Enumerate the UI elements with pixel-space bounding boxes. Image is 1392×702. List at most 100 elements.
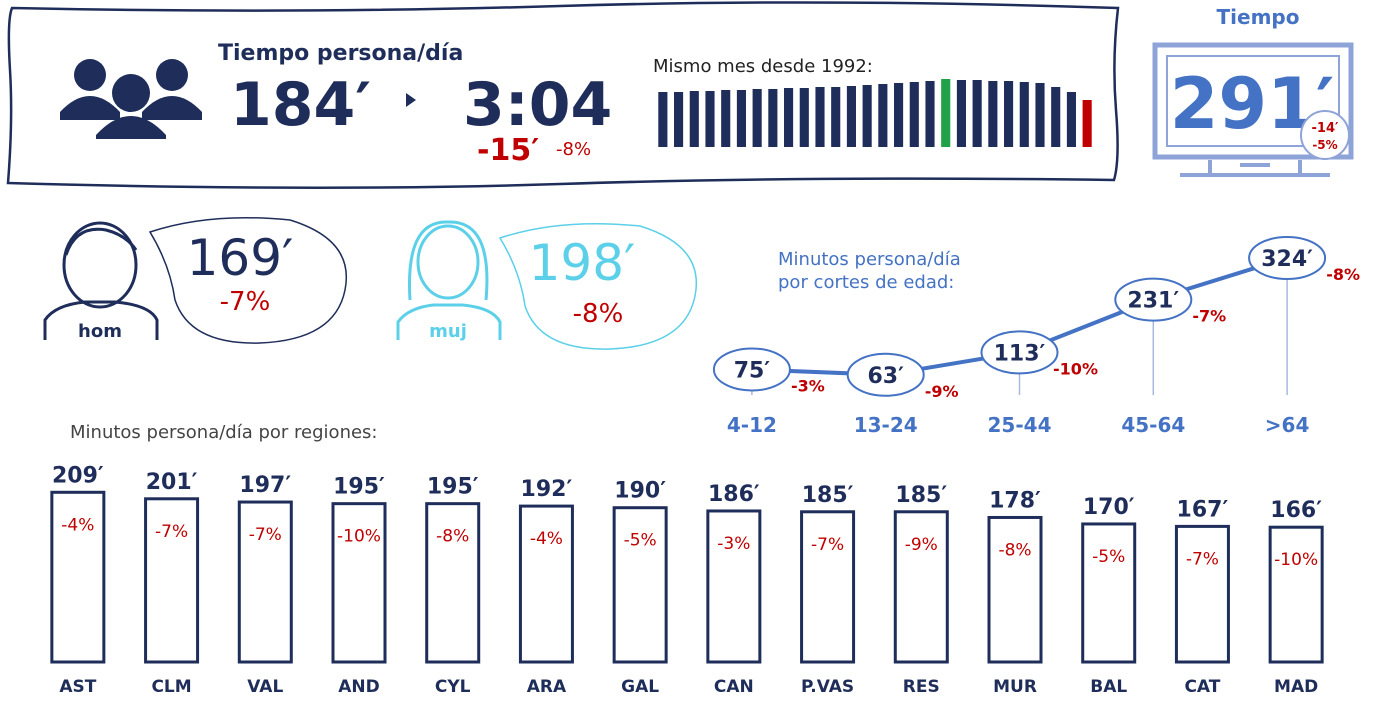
bar <box>425 502 481 664</box>
age-point <box>846 352 925 397</box>
bar-change-label: -7% <box>811 535 844 555</box>
spark-bar <box>736 90 746 147</box>
spark-bar <box>988 81 998 147</box>
age-point <box>1248 236 1327 281</box>
spark-bar <box>815 87 825 147</box>
x-tick-label: BAL <box>1090 677 1127 697</box>
spark-bar <box>674 92 684 147</box>
x-tick-label: CAN <box>714 677 754 697</box>
tv-title: Tiempo <box>1217 5 1300 29</box>
age-title: Minutos persona/día <box>778 249 961 270</box>
bar-value-label: 185′ <box>802 483 854 508</box>
man-icon <box>43 221 159 340</box>
x-tick-label: VAL <box>247 677 283 697</box>
bar <box>331 502 387 664</box>
bar-change-label: -10% <box>337 527 381 547</box>
woman-label: muj <box>429 321 467 342</box>
x-tick-label: AST <box>59 677 96 697</box>
bar-value-label: 192′ <box>521 477 573 502</box>
bar-change-label: -7% <box>1186 549 1219 569</box>
bar <box>518 504 574 664</box>
spark-bar <box>1082 100 1092 147</box>
spark-bar <box>658 92 668 147</box>
spark-bar <box>909 82 919 147</box>
woman-change: -8% <box>573 299 624 329</box>
man-bubble <box>148 217 347 344</box>
bar <box>237 500 293 664</box>
x-tick-label: CYL <box>435 677 471 697</box>
age-title: por cortes de edad: <box>778 272 954 293</box>
woman-icon <box>396 220 502 340</box>
x-tick-label: MAD <box>1274 677 1318 697</box>
header-change-pct: -8% <box>556 139 591 160</box>
woman-value: 198′ <box>529 234 636 292</box>
bar <box>893 510 949 664</box>
spark-bar <box>925 81 935 147</box>
age-value-label: 113′ <box>994 341 1046 366</box>
spark-bar <box>784 88 794 147</box>
spark-bar <box>1035 83 1045 147</box>
bar-change-label: -5% <box>1092 547 1125 567</box>
age-value-label: 231′ <box>1127 289 1179 314</box>
sparkline-title: Mismo mes desde 1992: <box>653 56 873 77</box>
x-tick-label: >64 <box>1265 413 1310 437</box>
spark-bar <box>831 87 841 147</box>
header-title: Tiempo persona/día <box>218 41 463 66</box>
spark-bar <box>878 84 888 147</box>
bar <box>612 506 668 664</box>
x-tick-label: RES <box>903 677 940 697</box>
spark-bar <box>1066 92 1076 147</box>
bar <box>987 515 1043 664</box>
x-tick-label: CLM <box>151 677 191 697</box>
spark-bar <box>1051 87 1061 147</box>
bar-value-label: 195′ <box>427 475 479 500</box>
bar <box>1268 525 1324 664</box>
bar-value-label: 178′ <box>989 488 1041 513</box>
spark-bar <box>721 90 731 147</box>
spark-bar <box>846 86 856 147</box>
x-tick-label: GAL <box>621 677 659 697</box>
bar-value-label: 190′ <box>614 479 666 504</box>
bar-change-label: -7% <box>155 522 188 542</box>
spark-bar <box>768 89 778 147</box>
region-title: Minutos persona/día por regiones: <box>70 422 378 443</box>
x-tick-label: 45-64 <box>1121 413 1185 437</box>
man-value: 169′ <box>187 229 294 287</box>
bar <box>50 490 106 664</box>
x-tick-label: MUR <box>993 677 1037 697</box>
header-hours: 3:04 <box>463 70 612 140</box>
bar <box>800 510 856 664</box>
woman-bubble <box>498 223 697 350</box>
x-tick-label: 4-12 <box>727 413 777 437</box>
bar-value-label: 195′ <box>333 475 385 500</box>
spark-bar <box>799 88 809 147</box>
people-icon <box>60 59 202 139</box>
spark-bar <box>1004 81 1014 147</box>
spark-bar <box>956 80 966 147</box>
arrow <box>406 93 416 107</box>
tv-change-pct: -5% <box>1312 138 1337 152</box>
tv-screen <box>1166 55 1340 147</box>
bar-change-label: -8% <box>998 540 1031 560</box>
spark-bar <box>1019 82 1029 147</box>
spark-bar <box>941 79 951 147</box>
age-change-label: -10% <box>1053 359 1098 378</box>
bar-change-label: -10% <box>1274 550 1318 570</box>
x-tick-label: P.VAS <box>801 677 854 697</box>
bar-value-label: 186′ <box>708 482 760 507</box>
tv-stand <box>1180 160 1330 177</box>
spark-bar <box>752 89 762 147</box>
age-value-label: 324′ <box>1261 247 1313 272</box>
bar <box>144 497 200 664</box>
header-frame <box>6 1 1120 190</box>
bar <box>1174 524 1230 664</box>
tv-change-minutes: -14′ <box>1312 121 1339 136</box>
age-change-label: -8% <box>1326 265 1360 284</box>
bar-value-label: 170′ <box>1083 495 1135 520</box>
bar <box>1081 522 1137 664</box>
bar-value-label: 201′ <box>146 470 198 495</box>
bar-value-label: 197′ <box>239 473 291 498</box>
bar-change-label: -7% <box>249 525 282 545</box>
age-value-label: 75′ <box>734 358 771 383</box>
